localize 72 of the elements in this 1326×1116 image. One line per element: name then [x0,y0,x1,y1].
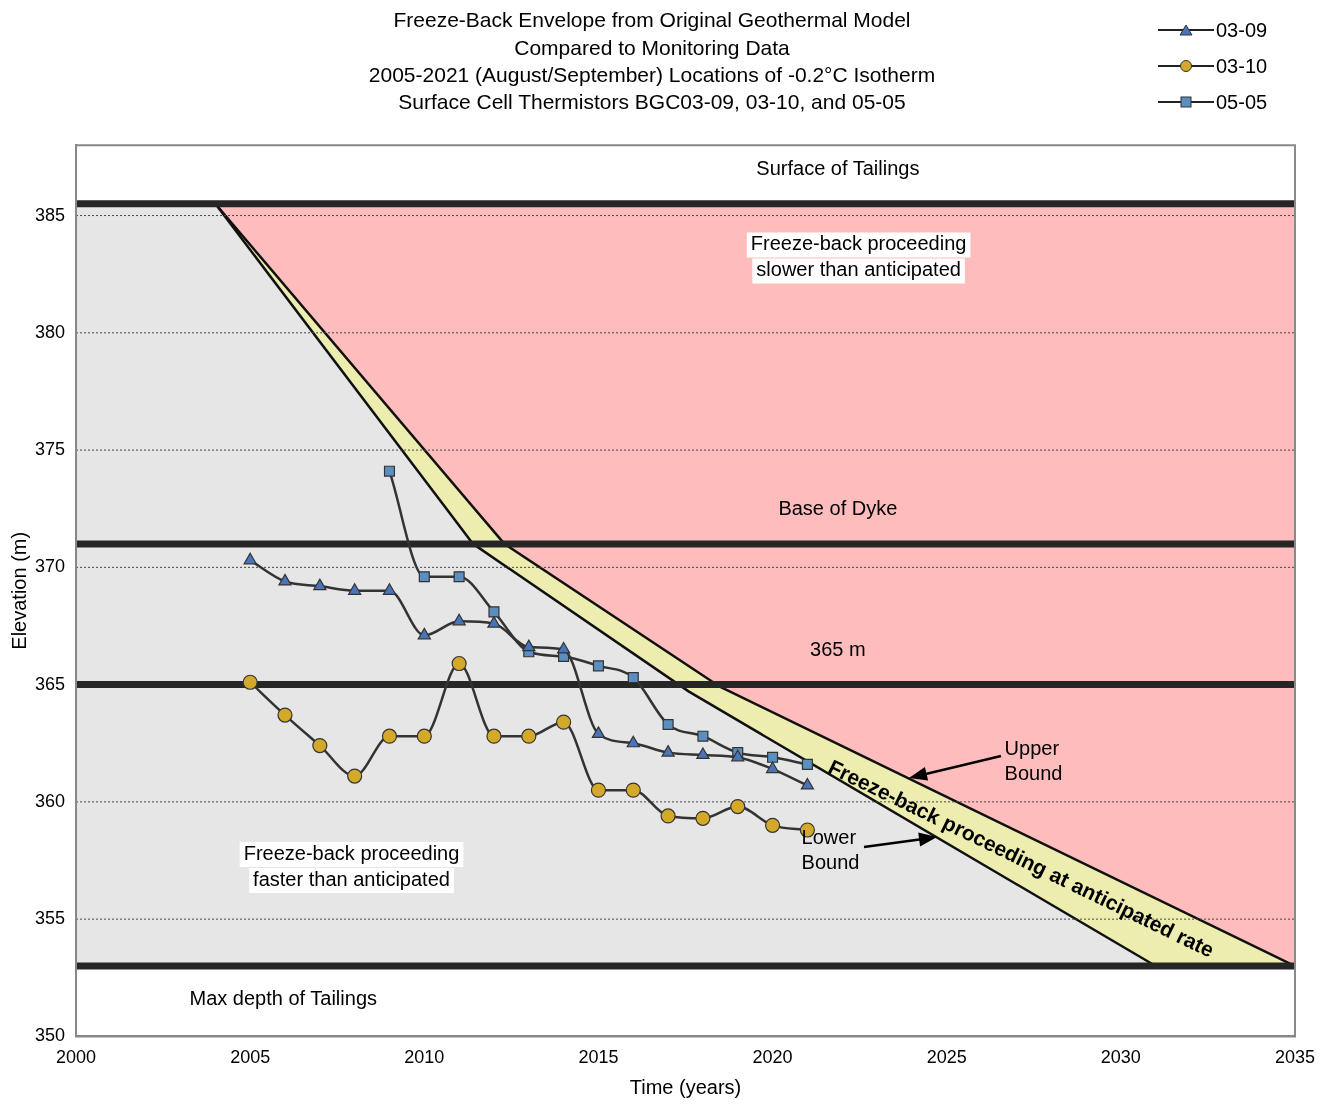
ref-line-label: Surface of Tailings [756,157,920,180]
point [697,730,709,742]
point [627,672,639,684]
x-tick-label: 2015 [578,1047,619,1068]
y-axis-title: Elevation (m) [7,531,30,650]
x-tick-label: 2010 [404,1047,445,1068]
x-tick-label: 2020 [752,1047,793,1068]
point [312,737,328,754]
point [660,808,676,824]
x-tick-label: 2005 [230,1047,271,1068]
point [591,726,606,738]
point [662,718,674,731]
legend-label: 03-09 [1216,18,1268,42]
y-tick-label: 375 [34,439,66,460]
y-tick-label: 380 [34,321,66,342]
point [522,639,536,652]
ref-line-label: Max depth of Tailings [189,986,378,1009]
legend-label: 05-05 [1216,90,1268,114]
point [418,571,430,583]
point [521,728,537,744]
point [626,735,640,748]
annotation: Upper Bound [1004,737,1063,785]
chart-title: Freeze-Back Envelope from Original Geothermal Model Compared to Monitoring Data 2005-2021 (August/September) Locations of -0.2°C Isotherm Surface Cell Thermistors BGC03-09, 03-10, and 05-05 [368,8,936,114]
x-tick-label: 2000 [56,1047,97,1068]
point [313,578,327,591]
x-tick-label: 2035 [1274,1047,1315,1068]
point [486,728,502,744]
point [696,747,710,760]
point [730,798,746,815]
legend-label: 03-10 [1216,54,1268,78]
y-tick-label: 370 [34,556,66,577]
point [625,782,641,798]
point [592,660,604,672]
point [453,571,465,583]
point [382,583,397,595]
annotation: Freeze-back proceeding slower than anticipated [750,232,967,281]
y-tick-label: 350 [34,1025,66,1046]
y-tick-label: 365 [34,673,66,694]
point [277,707,293,723]
point [556,641,571,654]
y-tick-label: 355 [34,908,66,929]
point [488,606,500,618]
point [383,465,396,477]
ref-line-label: 365 m [810,638,866,661]
point [347,768,363,784]
annotation: Freeze-back proceeding faster than anticipated [243,841,460,890]
point [800,777,815,790]
point [661,745,675,757]
annotation: Lower Bound [801,826,860,874]
y-tick-label: 385 [34,204,66,225]
y-tick-label: 360 [34,790,66,811]
x-tick-label: 2025 [926,1047,967,1068]
point [695,810,711,826]
x-tick-label: 2030 [1100,1047,1141,1068]
x-axis-title: Time (years) [629,1075,742,1098]
point [381,728,398,744]
point [487,616,501,628]
point [243,552,257,565]
point [556,714,572,730]
point [765,761,780,774]
point [416,728,432,744]
ref-line-label: Base of Dyke [778,497,898,520]
point [347,583,362,595]
point [764,817,781,833]
point [451,655,467,672]
point [417,627,431,640]
point [590,782,607,798]
point [452,613,466,626]
point [767,751,779,763]
point [242,674,258,690]
point [801,758,813,770]
point [278,573,292,586]
